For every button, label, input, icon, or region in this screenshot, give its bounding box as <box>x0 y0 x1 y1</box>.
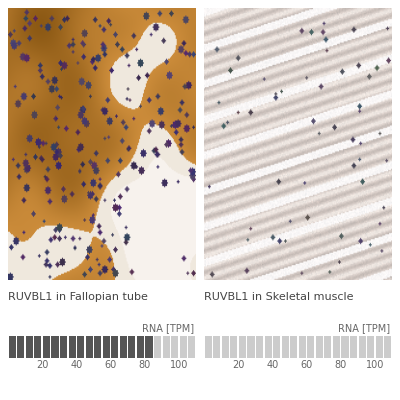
Bar <box>299 336 306 358</box>
Bar <box>103 336 110 358</box>
Bar <box>94 336 101 358</box>
Bar <box>162 336 170 358</box>
Bar <box>273 336 280 358</box>
Bar <box>213 336 220 358</box>
Bar <box>137 336 144 358</box>
Bar <box>384 336 391 358</box>
Bar <box>230 336 238 358</box>
Bar <box>17 336 24 358</box>
Bar <box>154 336 161 358</box>
Bar <box>60 336 67 358</box>
Bar <box>111 336 118 358</box>
Bar <box>86 336 93 358</box>
Bar <box>222 336 229 358</box>
Bar <box>282 336 289 358</box>
Bar <box>77 336 84 358</box>
Text: RNA [TPM]: RNA [TPM] <box>338 324 390 334</box>
Text: 20: 20 <box>232 360 244 370</box>
Bar <box>180 336 187 358</box>
Text: 100: 100 <box>366 360 384 370</box>
Text: 20: 20 <box>36 360 48 370</box>
Bar <box>290 336 297 358</box>
Bar <box>43 336 50 358</box>
Bar <box>68 336 76 358</box>
Bar <box>128 336 136 358</box>
Text: 40: 40 <box>70 360 82 370</box>
Bar <box>34 336 42 358</box>
Bar <box>239 336 246 358</box>
Bar <box>52 336 58 358</box>
Bar <box>9 336 16 358</box>
Bar <box>264 336 272 358</box>
Bar <box>26 336 33 358</box>
Text: RUVBL1 in Fallopian tube: RUVBL1 in Fallopian tube <box>8 292 148 302</box>
Bar <box>316 336 323 358</box>
Bar <box>350 336 357 358</box>
Text: 100: 100 <box>170 360 188 370</box>
Bar <box>342 336 348 358</box>
Bar <box>205 336 212 358</box>
Text: 80: 80 <box>335 360 347 370</box>
Text: 60: 60 <box>300 360 313 370</box>
Bar <box>248 336 254 358</box>
Text: 40: 40 <box>266 360 278 370</box>
Bar <box>358 336 366 358</box>
Text: 80: 80 <box>139 360 151 370</box>
Bar <box>146 336 152 358</box>
Bar <box>171 336 178 358</box>
Bar <box>333 336 340 358</box>
Bar <box>367 336 374 358</box>
Bar <box>376 336 383 358</box>
Bar <box>324 336 332 358</box>
Bar <box>188 336 195 358</box>
Bar <box>307 336 314 358</box>
Bar <box>120 336 127 358</box>
Bar <box>256 336 263 358</box>
Text: RNA [TPM]: RNA [TPM] <box>142 324 194 334</box>
Text: 60: 60 <box>104 360 117 370</box>
Text: RUVBL1 in Skeletal muscle: RUVBL1 in Skeletal muscle <box>204 292 354 302</box>
